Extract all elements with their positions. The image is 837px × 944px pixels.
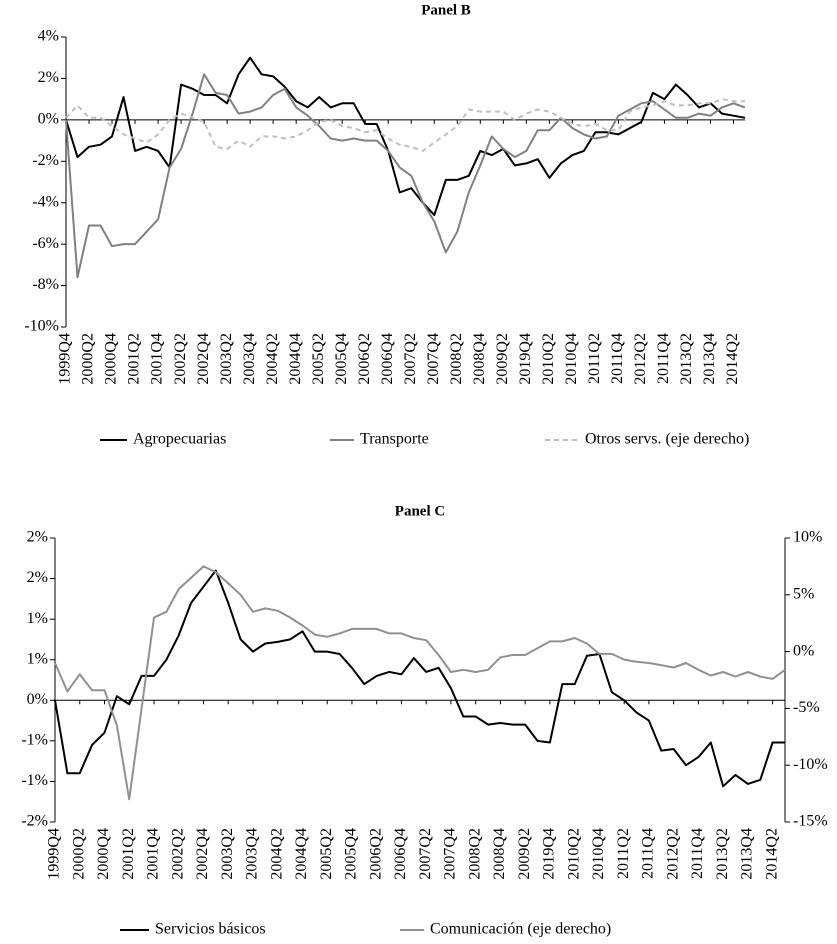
y-tick-label: 2% bbox=[27, 529, 48, 546]
x-tick-label: 2012Q2 bbox=[664, 828, 681, 880]
x-tick-label: 2000Q2 bbox=[70, 828, 87, 880]
x-tick-label: 2007Q4 bbox=[425, 333, 442, 385]
x-tick-label: 2010Q2 bbox=[565, 828, 582, 880]
y-tick-label: -1% bbox=[21, 732, 48, 749]
x-tick-label: 2000Q4 bbox=[95, 828, 112, 880]
x-tick-label: 2008Q2 bbox=[466, 828, 483, 880]
y-tick-label: 4% bbox=[38, 28, 59, 45]
x-tick-label: 2010Q4 bbox=[563, 333, 580, 385]
x-tick-label: 2006Q2 bbox=[367, 828, 384, 880]
x-tick-label: 2004Q4 bbox=[293, 828, 310, 880]
x-tick-label: 2011Q2 bbox=[586, 333, 603, 384]
x-tick-label: 1999Q4 bbox=[46, 828, 63, 880]
x-tick-label: 2005Q4 bbox=[343, 828, 360, 880]
y2-tick-label: 10% bbox=[793, 529, 822, 546]
x-tick-label: 2004Q4 bbox=[287, 333, 304, 385]
x-tick-label: 2001Q2 bbox=[120, 828, 137, 880]
y-tick-label: -1% bbox=[21, 772, 48, 789]
x-tick-label: 2013Q2 bbox=[678, 333, 695, 385]
x-tick-label: 2008Q4 bbox=[491, 828, 508, 880]
y2-tick-label: 0% bbox=[793, 642, 814, 659]
x-tick-label: 2007Q2 bbox=[402, 333, 419, 385]
x-tick-label: 2006Q4 bbox=[392, 828, 409, 880]
x-tick-label: 2003Q4 bbox=[241, 333, 258, 385]
x-tick-label: 2003Q2 bbox=[218, 333, 235, 385]
y-tick-label: 1% bbox=[27, 650, 48, 667]
legend-label: Transporte bbox=[360, 431, 429, 448]
series-line bbox=[54, 569, 785, 788]
x-tick-label: 2006Q4 bbox=[379, 333, 396, 385]
y-tick-label: 2% bbox=[38, 69, 59, 86]
y-tick-label: 0% bbox=[38, 111, 59, 128]
x-tick-label: 2011Q4 bbox=[609, 333, 626, 384]
y-tick-label: -2% bbox=[32, 152, 59, 169]
x-tick-label: 2006Q2 bbox=[356, 333, 373, 385]
x-tick-label: 2011Q4 bbox=[655, 333, 672, 384]
y2-tick-label: -10% bbox=[793, 756, 828, 773]
legend-label: Otros servs. (eje derecho) bbox=[585, 431, 749, 448]
x-tick-label: 2000Q4 bbox=[103, 333, 120, 385]
x-tick-label: 2002Q4 bbox=[194, 828, 211, 880]
x-tick-label: 2005Q4 bbox=[333, 333, 350, 385]
y-tick-label: 0% bbox=[27, 691, 48, 708]
x-tick-label: 2010Q4 bbox=[590, 828, 607, 880]
x-tick-label: 2009Q2 bbox=[516, 828, 533, 880]
series-line bbox=[65, 73, 746, 279]
y-tick-label: -6% bbox=[32, 235, 59, 252]
y2-tick-label: -5% bbox=[793, 699, 820, 716]
x-tick-label: 2000Q2 bbox=[80, 333, 97, 385]
x-tick-label: 2012Q2 bbox=[632, 333, 649, 385]
x-tick-label: 2002Q2 bbox=[169, 828, 186, 880]
x-tick-label: 2005Q2 bbox=[310, 333, 327, 385]
x-tick-label: 2001Q4 bbox=[149, 333, 166, 385]
x-tick-label: 2007Q4 bbox=[442, 828, 459, 880]
x-tick-label: 2014Q2 bbox=[724, 333, 741, 385]
legend-label: Servicios básicos bbox=[155, 921, 266, 938]
legend-label: Comunicación (eje derecho) bbox=[430, 921, 611, 938]
series-line bbox=[65, 98, 745, 152]
x-tick-label: 2004Q2 bbox=[268, 828, 285, 880]
x-tick-label: 2002Q2 bbox=[172, 333, 189, 385]
x-tick-label: 2008Q2 bbox=[448, 333, 465, 385]
x-tick-label: 2001Q4 bbox=[145, 828, 162, 880]
x-tick-label: 2009Q2 bbox=[494, 333, 511, 385]
y2-tick-label: 5% bbox=[793, 585, 814, 602]
x-tick-label: 2003Q2 bbox=[219, 828, 236, 880]
x-tick-label: 2010Q2 bbox=[540, 333, 557, 385]
x-tick-label: 2019Q4 bbox=[541, 828, 558, 880]
x-tick-label: 2011Q4 bbox=[640, 828, 657, 879]
legend-label: Agropecuarias bbox=[133, 431, 226, 448]
chart-title: Panel C bbox=[395, 503, 445, 519]
x-tick-label: 2008Q4 bbox=[471, 333, 488, 385]
y2-tick-label: -15% bbox=[793, 813, 828, 830]
y-tick-label: 1% bbox=[27, 610, 48, 627]
x-tick-label: 2003Q4 bbox=[244, 828, 261, 880]
y-tick-label: 2% bbox=[27, 569, 48, 586]
x-tick-label: 2013Q2 bbox=[714, 828, 731, 880]
y-tick-label: -10% bbox=[24, 318, 59, 335]
x-tick-label: 2013Q4 bbox=[701, 333, 718, 385]
y-tick-label: -4% bbox=[32, 193, 59, 210]
y-tick-label: -2% bbox=[21, 813, 48, 830]
series-line bbox=[54, 565, 786, 801]
x-tick-label: 1999Q4 bbox=[57, 333, 74, 385]
x-tick-label: 2004Q2 bbox=[264, 333, 281, 385]
x-tick-label: 2019Q4 bbox=[517, 333, 534, 385]
x-tick-label: 2011Q4 bbox=[689, 828, 706, 879]
chart-title: Panel B bbox=[421, 2, 471, 18]
x-tick-label: 2013Q4 bbox=[739, 828, 756, 880]
y-tick-label: -8% bbox=[32, 276, 59, 293]
x-tick-label: 2007Q2 bbox=[417, 828, 434, 880]
x-tick-label: 2014Q2 bbox=[763, 828, 780, 880]
x-tick-label: 2001Q2 bbox=[126, 333, 143, 385]
x-tick-label: 2011Q2 bbox=[615, 828, 632, 879]
series-line bbox=[65, 56, 746, 217]
x-tick-label: 2002Q4 bbox=[195, 333, 212, 385]
x-tick-label: 2005Q2 bbox=[318, 828, 335, 880]
